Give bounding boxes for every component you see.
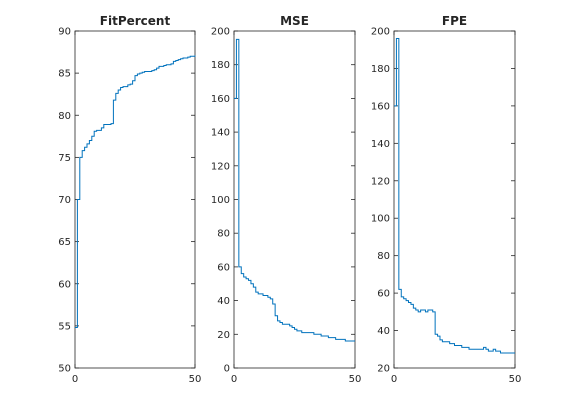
- x-tick-label: 0: [72, 374, 78, 385]
- y-tick-label: 180: [371, 64, 390, 75]
- x-tick-label: 0: [391, 374, 397, 385]
- y-tick-label: 80: [58, 111, 71, 122]
- y-tick-label: 60: [58, 279, 71, 290]
- y-tick-label: 80: [217, 229, 230, 240]
- y-tick-label: 100: [371, 214, 390, 225]
- y-tick-label: 180: [211, 60, 230, 71]
- axes-frame: [393, 30, 516, 369]
- axes-frame: [233, 30, 356, 369]
- series-line: [394, 37, 515, 354]
- chart-title: MSE: [280, 14, 309, 28]
- chart-title: FPE: [442, 14, 467, 28]
- subplot-1: MSE 0 20 40 60 80 100 120 140 160 180 200 0 50: [211, 14, 361, 385]
- y-tick-label: 160: [211, 94, 230, 105]
- y-tick-label: 50: [58, 364, 71, 375]
- y-tick-label: 65: [58, 237, 71, 248]
- y-tick-label: 140: [211, 128, 230, 139]
- axes-frame: [74, 30, 196, 369]
- y-tick-label: 120: [371, 176, 390, 187]
- y-tick-label: 140: [371, 139, 390, 150]
- x-tick-label: 0: [231, 374, 237, 385]
- y-tick-label: 90: [58, 27, 71, 38]
- y-tick-label: 60: [377, 289, 390, 300]
- y-tick-label: 55: [58, 321, 71, 332]
- y-tick-label: 20: [217, 330, 230, 341]
- y-tick-label: 70: [58, 195, 71, 206]
- series-line: [234, 38, 355, 342]
- y-tick-label: 160: [371, 101, 390, 112]
- y-tick-label: 40: [377, 326, 390, 337]
- y-tick-label: 85: [58, 69, 71, 80]
- y-tick-label: 100: [211, 195, 230, 206]
- y-tick-label: 200: [211, 27, 230, 38]
- chart-title: FitPercent: [100, 14, 171, 28]
- y-tick-label: 80: [377, 251, 390, 262]
- y-tick-label: 75: [58, 153, 71, 164]
- y-tick-label: 200: [371, 27, 390, 38]
- x-tick-label: 50: [349, 374, 362, 385]
- subplot-2: FPE 20 40 60 80 100 120 140 160 180 200 0 50: [371, 14, 521, 385]
- y-tick-label: 60: [217, 262, 230, 273]
- y-tick-label: 0: [224, 364, 230, 375]
- x-tick-label: 50: [189, 374, 202, 385]
- y-tick-label: 20: [377, 364, 390, 375]
- y-tick-label: 120: [211, 161, 230, 172]
- series-line: [75, 55, 196, 329]
- y-tick-label: 40: [217, 296, 230, 307]
- x-tick-label: 50: [509, 374, 522, 385]
